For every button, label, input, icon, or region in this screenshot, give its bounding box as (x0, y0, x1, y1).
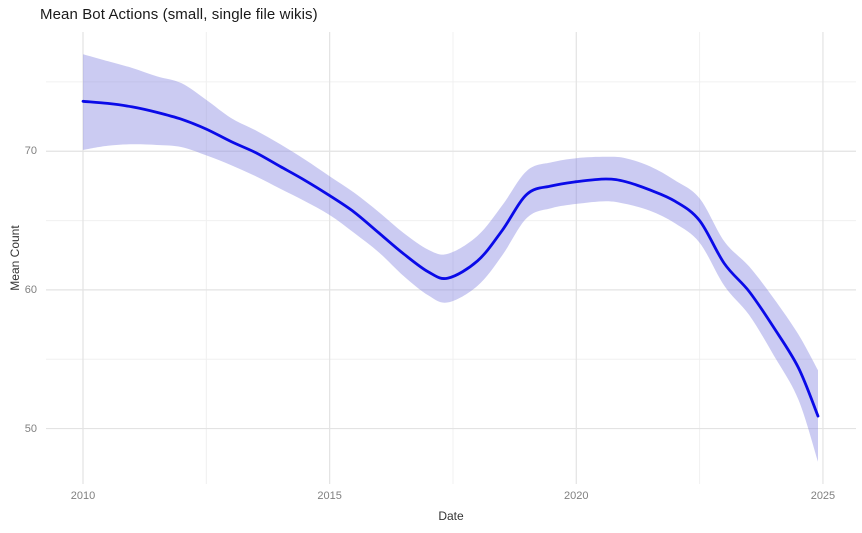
y-tick-label: 70 (24, 145, 37, 158)
gridlines-major (46, 32, 856, 484)
trend-line (81, 99, 820, 418)
y-axis-title: Mean Count (8, 225, 22, 291)
gridlines-minor (46, 32, 856, 484)
y-tick-label: 60 (24, 283, 37, 296)
x-axis-title: Date (438, 509, 464, 523)
x-tick-label: 2015 (317, 490, 342, 502)
confidence-ribbon (83, 54, 818, 462)
x-tick-label: 2020 (564, 490, 589, 502)
chart-title: Mean Bot Actions (small, single file wik… (40, 6, 318, 23)
x-tick-label: 2010 (70, 490, 96, 502)
y-tick-label: 50 (24, 422, 37, 435)
x-tick-label: 2025 (810, 490, 836, 502)
